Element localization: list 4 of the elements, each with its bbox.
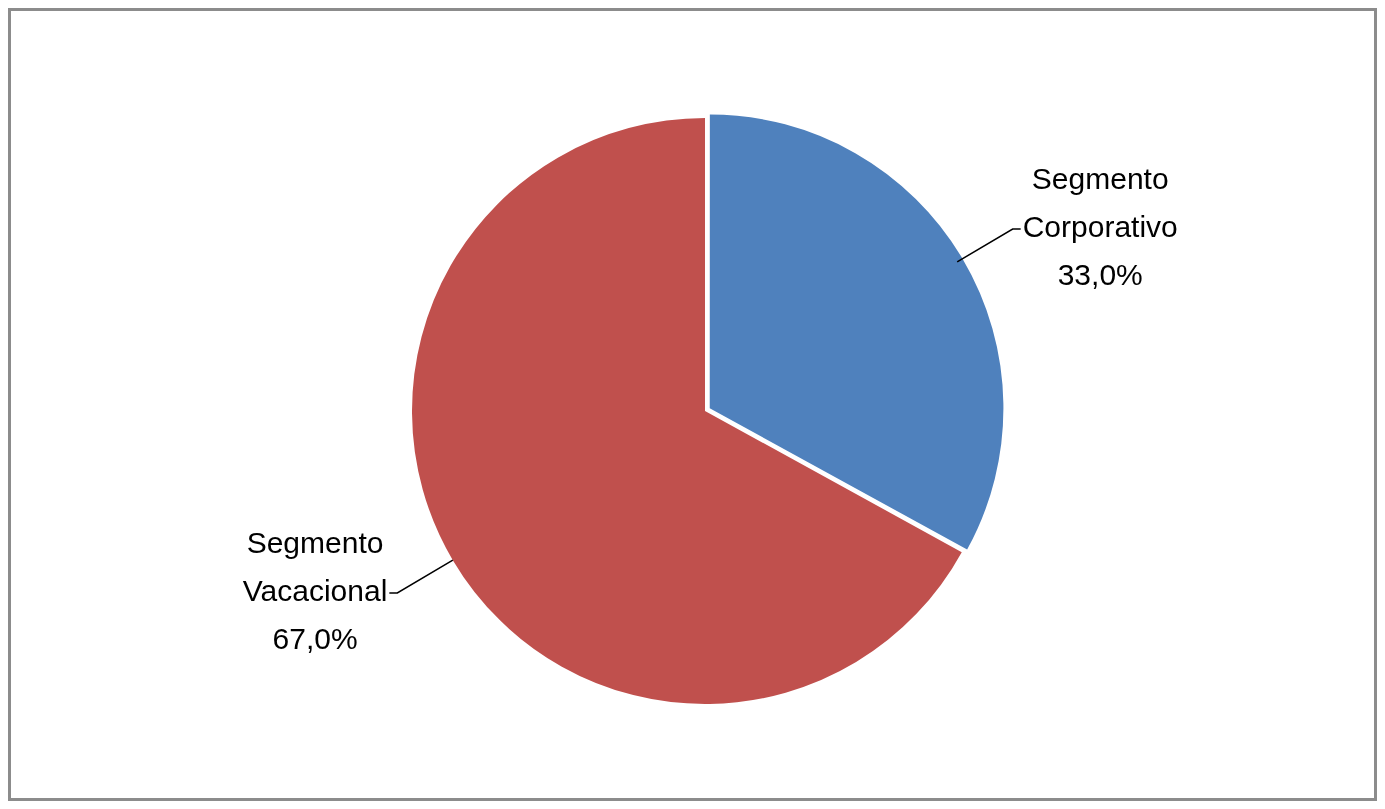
slice-label: Segmento Corporativo: [1022, 162, 1178, 244]
data-label: 33,0%: [1057, 258, 1143, 292]
slice-label: Segmento Vacacional: [242, 526, 388, 608]
data-label: 67,0%: [272, 622, 358, 656]
